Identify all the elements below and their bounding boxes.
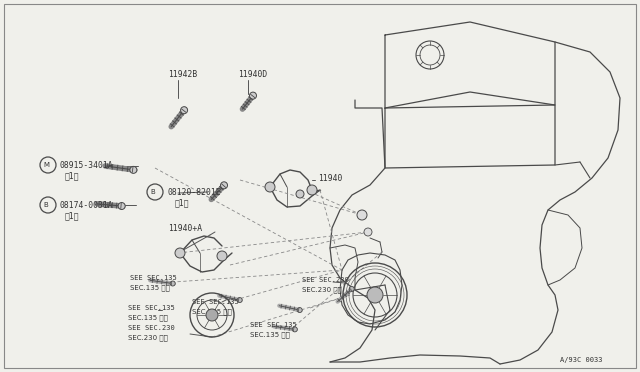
Text: 08120-8201E: 08120-8201E: [168, 187, 221, 196]
Circle shape: [357, 210, 367, 220]
Circle shape: [170, 281, 175, 286]
Text: SEC.135 参照: SEC.135 参照: [192, 309, 232, 315]
Circle shape: [118, 202, 125, 209]
Text: SEC.135 参照: SEC.135 参照: [250, 332, 290, 338]
Circle shape: [250, 92, 257, 99]
Circle shape: [367, 287, 383, 303]
Text: SEC.230 参照: SEC.230 参照: [302, 287, 342, 293]
Text: 11942B: 11942B: [168, 70, 197, 78]
Text: A/93C 0033: A/93C 0033: [560, 357, 602, 363]
Circle shape: [206, 309, 218, 321]
Text: SEE SEC.135: SEE SEC.135: [250, 322, 297, 328]
Text: SEE SEC.135: SEE SEC.135: [192, 299, 239, 305]
Text: 08174-0031A: 08174-0031A: [60, 201, 114, 209]
Text: 11940+A: 11940+A: [168, 224, 202, 232]
Circle shape: [296, 190, 304, 198]
Circle shape: [364, 228, 372, 236]
Text: 11940D: 11940D: [238, 70, 268, 78]
Text: 11940: 11940: [318, 173, 342, 183]
Circle shape: [221, 182, 228, 189]
Text: SEE SEC.135: SEE SEC.135: [128, 305, 175, 311]
Text: SEC.135 参照: SEC.135 参照: [128, 315, 168, 321]
Circle shape: [130, 166, 137, 173]
Text: 〈1〉: 〈1〉: [175, 199, 189, 208]
Circle shape: [307, 185, 317, 195]
Text: SEE SEC.230: SEE SEC.230: [302, 277, 349, 283]
Circle shape: [265, 182, 275, 192]
Text: 〈1〉: 〈1〉: [65, 212, 79, 221]
Circle shape: [237, 298, 242, 302]
Text: B: B: [44, 202, 49, 208]
Text: B: B: [150, 189, 156, 195]
Circle shape: [217, 251, 227, 261]
Text: 〈1〉: 〈1〉: [65, 171, 79, 180]
Circle shape: [180, 107, 188, 114]
Circle shape: [175, 248, 185, 258]
Text: M: M: [43, 162, 49, 168]
Text: SEC.230 参照: SEC.230 参照: [128, 335, 168, 341]
Text: SEE SEC.230: SEE SEC.230: [128, 325, 175, 331]
Text: SEE SEC.135: SEE SEC.135: [130, 275, 177, 281]
Text: 08915-3401A: 08915-3401A: [60, 160, 114, 170]
Text: SEC.135 参照: SEC.135 参照: [130, 285, 170, 291]
Circle shape: [292, 327, 298, 332]
Circle shape: [349, 286, 354, 292]
Circle shape: [297, 308, 302, 312]
